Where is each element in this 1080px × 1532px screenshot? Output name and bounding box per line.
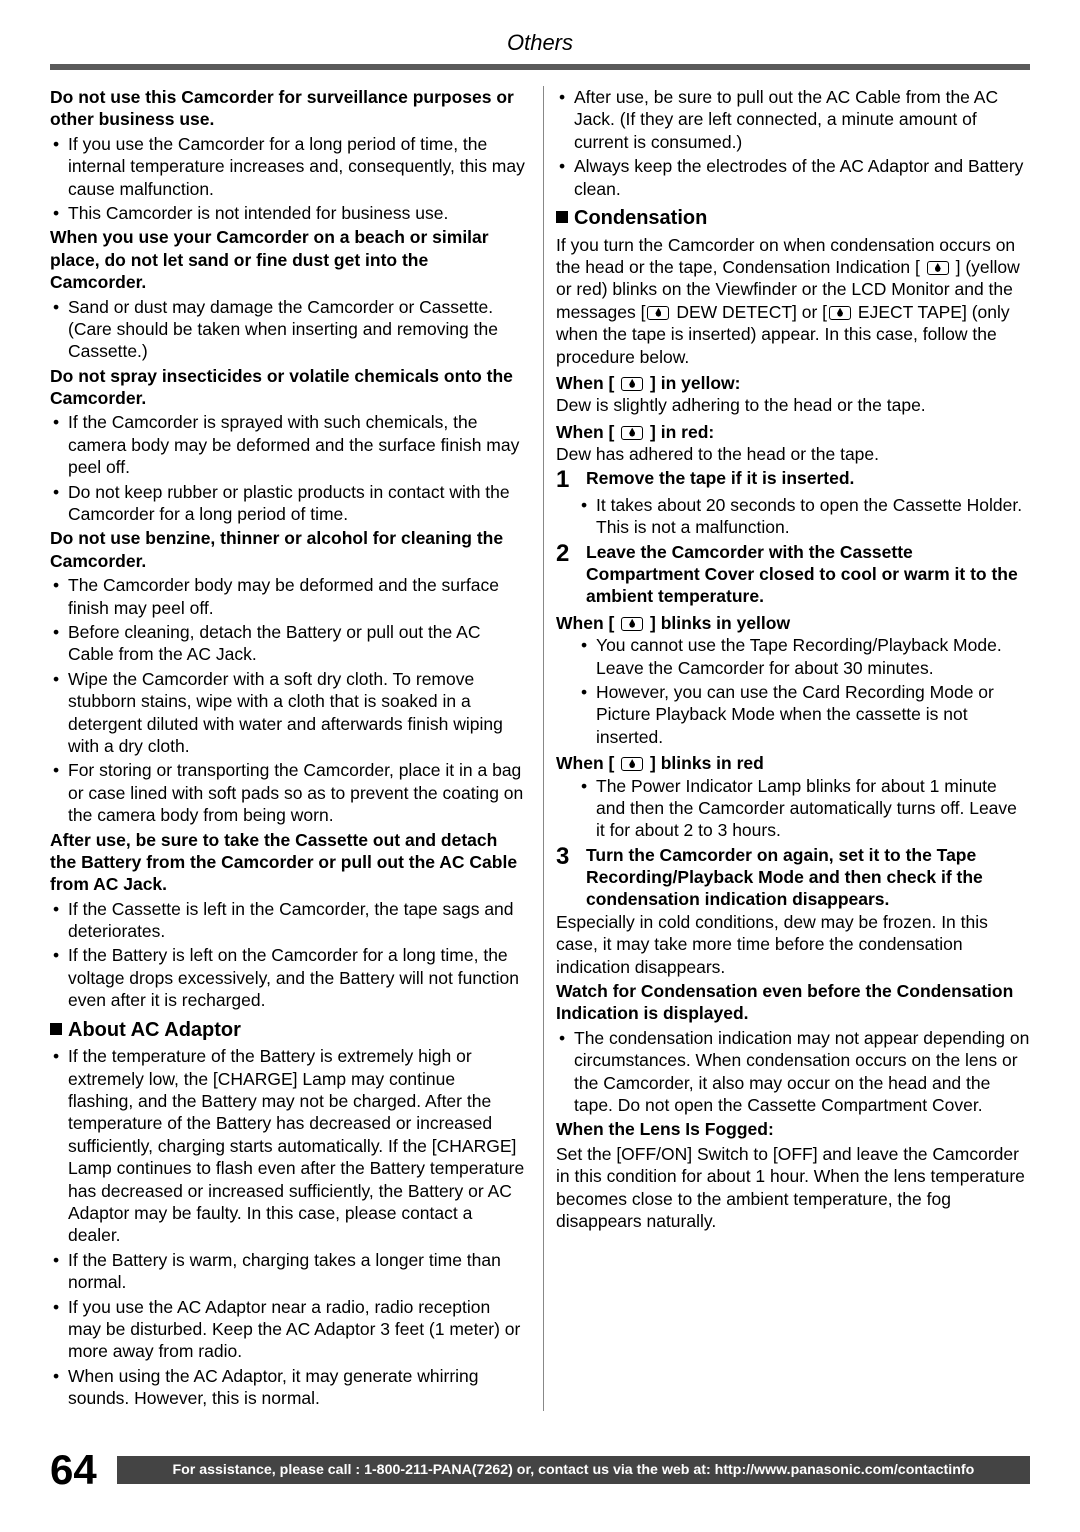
when-yellow-text: Dew is slightly adhering to the head or … xyxy=(556,394,1030,416)
bullet-list: The Camcorder body may be deformed and t… xyxy=(50,574,525,826)
watch-heading: Watch for Condensation even before the C… xyxy=(556,980,1030,1025)
text: When [ xyxy=(556,753,619,773)
bullet-list: If the Cassette is left in the Camcorder… xyxy=(50,898,525,1012)
heading: Do not use this Camcorder for surveillan… xyxy=(50,86,525,131)
list-item: However, you can use the Card Recording … xyxy=(556,681,1030,748)
sub-list: You cannot use the Tape Recording/Playba… xyxy=(556,634,1030,748)
sub-list: The Power Indicator Lamp blinks for abou… xyxy=(556,775,1030,842)
heading: Do not use benzine, thinner or alcohol f… xyxy=(50,527,525,572)
columns: Do not use this Camcorder for surveillan… xyxy=(50,86,1030,1411)
step-number: 2 xyxy=(556,541,586,567)
list-item: This Camcorder is not intended for busin… xyxy=(50,202,525,224)
lens-fogged-heading: When the Lens Is Fogged: xyxy=(556,1118,1030,1140)
bullet-list: If you use the Camcorder for a long peri… xyxy=(50,133,525,225)
list-item: After use, be sure to pull out the AC Ca… xyxy=(556,86,1030,153)
dew-icon xyxy=(647,306,669,320)
step-text: Turn the Camcorder on again, set it to t… xyxy=(586,844,1030,911)
when-red-heading: When [ ] in red: xyxy=(556,421,1030,443)
right-column: After use, be sure to pull out the AC Ca… xyxy=(543,86,1030,1411)
list-item: The condensation indication may not appe… xyxy=(556,1027,1030,1117)
bullet-list: Sand or dust may damage the Camcorder or… xyxy=(50,296,525,363)
section-heading-ac-adaptor: About AC Adaptor xyxy=(50,1018,525,1044)
header-rule xyxy=(50,64,1030,70)
page-title: Others xyxy=(50,30,1030,56)
heading: Do not spray insecticides or volatile ch… xyxy=(50,365,525,410)
section-heading-text: Condensation xyxy=(574,207,707,229)
list-item: If the Cassette is left in the Camcorder… xyxy=(50,898,525,943)
list-item: You cannot use the Tape Recording/Playba… xyxy=(556,634,1030,679)
step-text: Remove the tape if it is inserted. xyxy=(586,467,1030,489)
list-item: For storing or transporting the Camcorde… xyxy=(50,759,525,826)
assistance-bar: For assistance, please call : 1-800-211-… xyxy=(117,1456,1030,1484)
sub-list: It takes about 20 seconds to open the Ca… xyxy=(556,494,1030,539)
text: ] in yellow: xyxy=(645,373,740,393)
list-item: The Camcorder body may be deformed and t… xyxy=(50,574,525,619)
list-item: Sand or dust may damage the Camcorder or… xyxy=(50,296,525,363)
list-item: Do not keep rubber or plastic products i… xyxy=(50,481,525,526)
section-heading-condensation: Condensation xyxy=(556,206,1030,232)
step-number: 1 xyxy=(556,467,586,493)
list-item: It takes about 20 seconds to open the Ca… xyxy=(556,494,1030,539)
list-item: If the temperature of the Battery is ext… xyxy=(50,1045,525,1247)
left-column: Do not use this Camcorder for surveillan… xyxy=(50,86,537,1411)
heading: After use, be sure to take the Cassette … xyxy=(50,829,525,896)
bullet-list: If the temperature of the Battery is ext… xyxy=(50,1045,525,1409)
text: ] blinks in red xyxy=(645,753,764,773)
footer: 64 For assistance, please call : 1-800-2… xyxy=(50,1446,1030,1494)
when-blinks-red-heading: When [ ] blinks in red xyxy=(556,752,1030,774)
list-item: If you use the Camcorder for a long peri… xyxy=(50,133,525,200)
section-heading-text: About AC Adaptor xyxy=(68,1019,241,1041)
bullet-list: After use, be sure to pull out the AC Ca… xyxy=(556,86,1030,200)
list-item: Wipe the Camcorder with a soft dry cloth… xyxy=(50,668,525,758)
heading: When you use your Camcorder on a beach o… xyxy=(50,226,525,293)
step-text: Leave the Camcorder with the Cassette Co… xyxy=(586,541,1030,608)
when-red-text: Dew has adhered to the head or the tape. xyxy=(556,443,1030,465)
dew-icon xyxy=(621,377,643,391)
list-item: If the Battery is warm, charging takes a… xyxy=(50,1249,525,1294)
list-item: When using the AC Adaptor, it may genera… xyxy=(50,1365,525,1410)
list-item: The Power Indicator Lamp blinks for abou… xyxy=(556,775,1030,842)
dew-icon xyxy=(621,617,643,631)
dew-icon xyxy=(621,426,643,440)
square-bullet-icon xyxy=(556,211,568,223)
square-bullet-icon xyxy=(50,1023,62,1035)
page-number: 64 xyxy=(50,1446,97,1494)
condensation-intro: If you turn the Camcorder on when conden… xyxy=(556,234,1030,368)
list-item: If you use the AC Adaptor near a radio, … xyxy=(50,1296,525,1363)
bullet-list: If the Camcorder is sprayed with such ch… xyxy=(50,411,525,525)
text: ] blinks in yellow xyxy=(645,613,790,633)
list-item: If the Camcorder is sprayed with such ch… xyxy=(50,411,525,478)
lens-fogged-text: Set the [OFF/ON] Switch to [OFF] and lea… xyxy=(556,1143,1030,1233)
step-1: 1 Remove the tape if it is inserted. xyxy=(556,467,1030,493)
text: DEW DETECT] or [ xyxy=(671,302,827,322)
step-number: 3 xyxy=(556,844,586,870)
step-3: 3 Turn the Camcorder on again, set it to… xyxy=(556,844,1030,911)
condensation-after: Especially in cold conditions, dew may b… xyxy=(556,911,1030,978)
dew-icon xyxy=(829,306,851,320)
document-page: Others Do not use this Camcorder for sur… xyxy=(0,0,1080,1411)
text: ] in red: xyxy=(645,422,714,442)
bullet-list: The condensation indication may not appe… xyxy=(556,1027,1030,1117)
text: When [ xyxy=(556,613,619,633)
when-blinks-yellow-heading: When [ ] blinks in yellow xyxy=(556,612,1030,634)
text: When [ xyxy=(556,373,619,393)
step-2: 2 Leave the Camcorder with the Cassette … xyxy=(556,541,1030,608)
dew-icon xyxy=(621,757,643,771)
when-yellow-heading: When [ ] in yellow: xyxy=(556,372,1030,394)
list-item: If the Battery is left on the Camcorder … xyxy=(50,944,525,1011)
dew-icon xyxy=(927,261,949,275)
list-item: Always keep the electrodes of the AC Ada… xyxy=(556,155,1030,200)
list-item: Before cleaning, detach the Battery or p… xyxy=(50,621,525,666)
text: When [ xyxy=(556,422,619,442)
